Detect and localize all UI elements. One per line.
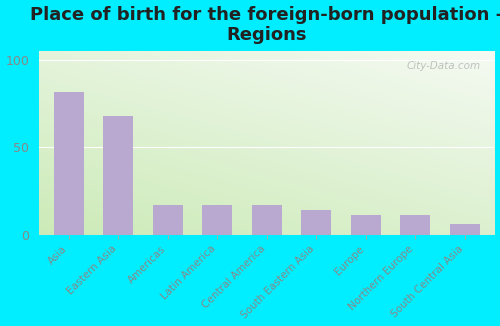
- Bar: [450, 224, 480, 235]
- Bar: [153, 205, 182, 235]
- Bar: [400, 215, 430, 235]
- Bar: [252, 205, 282, 235]
- Bar: [351, 215, 380, 235]
- Text: City-Data.com: City-Data.com: [406, 61, 481, 71]
- Title: Place of birth for the foreign-born population -
Regions: Place of birth for the foreign-born popu…: [30, 6, 500, 44]
- Bar: [54, 92, 84, 235]
- Bar: [104, 116, 133, 235]
- Bar: [202, 205, 232, 235]
- Bar: [302, 210, 331, 235]
